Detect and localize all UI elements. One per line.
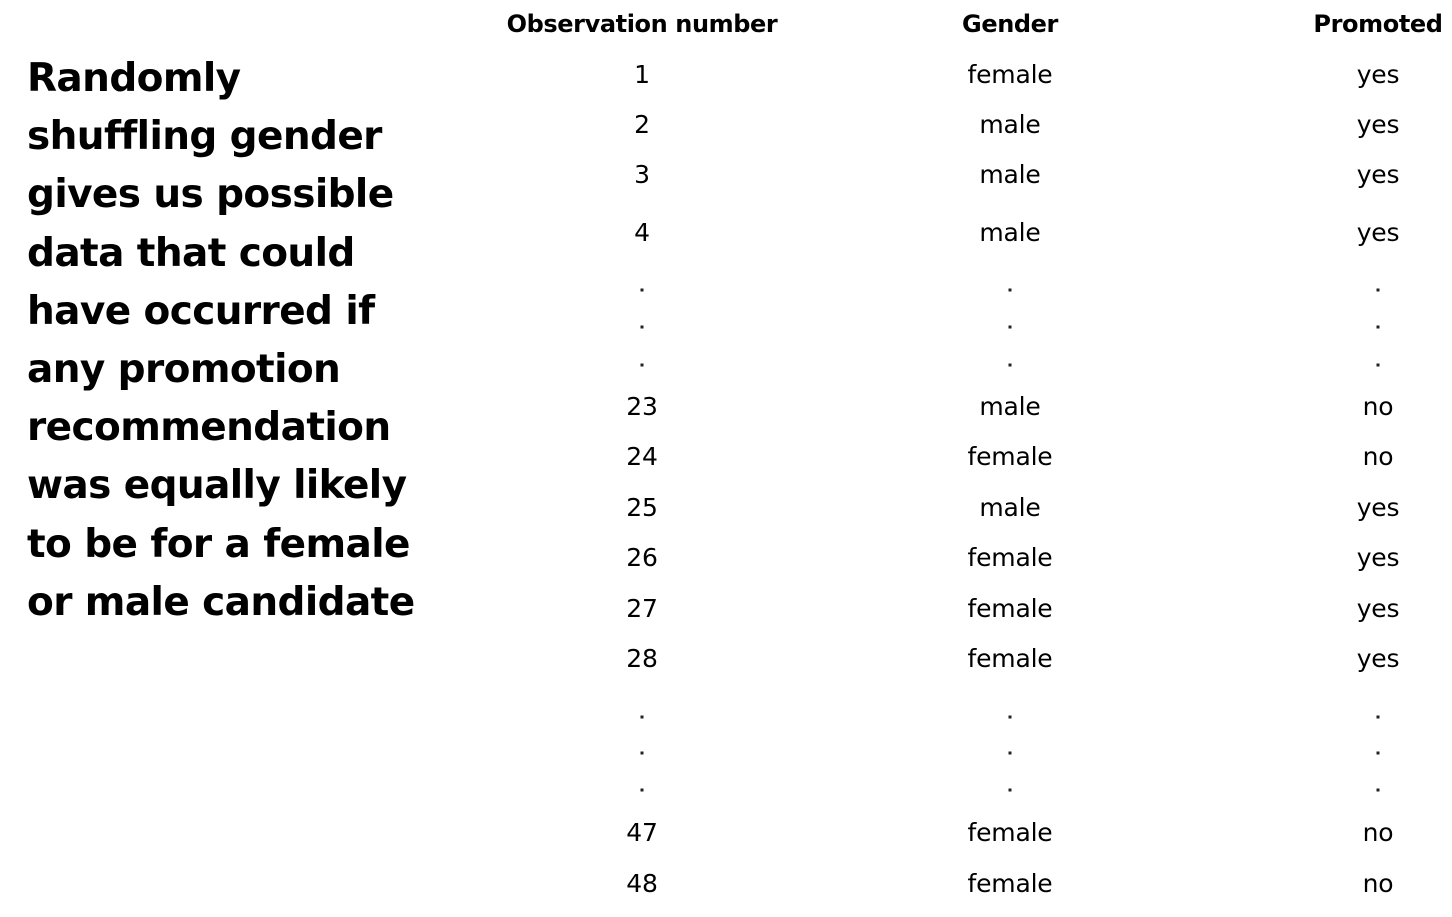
ellipsis-dot	[640, 363, 644, 367]
ellipsis-dot	[1376, 288, 1380, 292]
gender-cell: female	[967, 594, 1053, 623]
caption-line: have occurred if	[27, 288, 375, 334]
promoted-cell: yes	[1356, 110, 1400, 139]
caption-line: any promotion	[27, 347, 341, 393]
observation-cell: 23	[626, 392, 658, 421]
ellipsis-dot	[640, 751, 644, 755]
promoted-cell: no	[1362, 442, 1394, 471]
ellipsis-dot	[640, 325, 644, 329]
observation-cell: 48	[626, 869, 658, 898]
promoted-cell: yes	[1356, 594, 1400, 623]
observation-cell: 3	[634, 160, 650, 189]
promoted-cell: no	[1362, 818, 1394, 847]
promoted-cell: yes	[1356, 218, 1400, 247]
observation-cell: 47	[626, 818, 658, 847]
observation-cell: 4	[634, 218, 650, 247]
ellipsis-dot	[640, 788, 644, 792]
caption-line: Randomly	[27, 56, 241, 101]
ellipsis-dot	[1376, 325, 1380, 329]
caption-line: or male candidate	[27, 579, 415, 625]
promoted-cell: yes	[1356, 60, 1400, 89]
ellipsis-dot	[1008, 751, 1012, 755]
gender-cell: female	[967, 543, 1053, 572]
column-header-promoted: Promoted	[1313, 10, 1443, 38]
promoted-cell: no	[1362, 869, 1394, 898]
observation-cell: 2	[634, 110, 650, 139]
ellipsis-dot	[1376, 751, 1380, 755]
ellipsis-dot	[640, 715, 644, 719]
promoted-cell: yes	[1356, 493, 1400, 522]
gender-cell: male	[979, 392, 1041, 421]
ellipsis-dot	[1376, 788, 1380, 792]
ellipsis-dot	[1008, 288, 1012, 292]
gender-cell: male	[979, 160, 1041, 189]
caption-line: recommendation	[27, 405, 391, 451]
column-header-observation-number: Observation number	[506, 10, 778, 38]
caption-line: to be for a female	[27, 521, 410, 567]
ellipsis-dot	[1008, 363, 1012, 367]
caption-line: was equally likely	[27, 463, 407, 509]
gender-cell: female	[967, 869, 1053, 898]
ellipsis-dot	[1008, 715, 1012, 719]
ellipsis-dot	[1376, 715, 1380, 719]
caption-line: data that could	[27, 230, 355, 276]
observation-cell: 27	[626, 594, 658, 623]
ellipsis-dot	[1008, 788, 1012, 792]
gender-cell: female	[967, 644, 1053, 673]
gender-cell: female	[967, 442, 1053, 471]
observation-cell: 28	[626, 644, 658, 673]
gender-cell: female	[967, 60, 1053, 89]
gender-cell: female	[967, 818, 1053, 847]
caption-line: gives us possible	[27, 172, 394, 218]
gender-cell: male	[979, 218, 1041, 247]
promoted-cell: no	[1362, 392, 1394, 421]
ellipsis-dot	[1008, 325, 1012, 329]
observation-cell: 25	[626, 493, 658, 522]
observation-cell: 1	[634, 60, 650, 89]
caption-text: Randomly shuffling gender gives us possi…	[27, 50, 427, 632]
gender-cell: male	[979, 110, 1041, 139]
promoted-cell: yes	[1356, 644, 1400, 673]
ellipsis-dot	[1376, 363, 1380, 367]
observation-cell: 24	[626, 442, 658, 471]
caption-line: shuffling gender	[27, 114, 382, 160]
promoted-cell: yes	[1356, 160, 1400, 189]
ellipsis-dot	[640, 288, 644, 292]
column-header-gender: Gender	[962, 10, 1058, 38]
gender-cell: male	[979, 493, 1041, 522]
promoted-cell: yes	[1356, 543, 1400, 572]
observation-cell: 26	[626, 543, 658, 572]
